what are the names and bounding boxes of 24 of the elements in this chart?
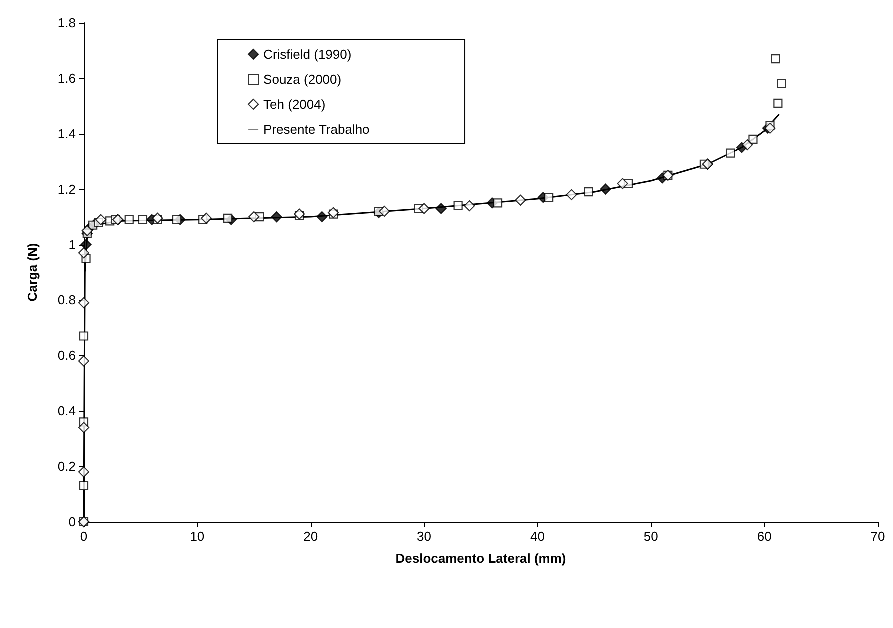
y-tick-label: 1.8 [58, 16, 76, 30]
legend-label: Presente Trabalho [264, 122, 370, 137]
x-tick-label: 60 [757, 529, 772, 544]
y-tick-label: 0 [68, 514, 76, 530]
y-tick-label: 0.8 [58, 292, 76, 308]
y-tick-label: 1.6 [58, 70, 76, 86]
legend-label: Souza (2000) [264, 72, 342, 87]
x-tick-label: 30 [417, 529, 432, 544]
legend-label: Crisfield (1990) [264, 47, 352, 62]
y-axis-title: Carga (N) [25, 243, 40, 302]
y-tick-label: 0.6 [58, 348, 76, 364]
y-tick-label: 1.2 [58, 182, 76, 197]
x-tick-label: 10 [190, 529, 205, 544]
x-tick-label: 50 [644, 529, 658, 544]
y-tick-label: 1 [68, 237, 76, 252]
y-tick-label: 1.4 [58, 126, 76, 142]
x-tick-label: 20 [304, 529, 318, 544]
x-tick-label: 0 [80, 529, 88, 544]
legend-label: Teh (2004) [264, 97, 326, 112]
x-tick-label: 70 [870, 529, 886, 544]
y-tick-label: 0.2 [58, 459, 76, 474]
x-tick-label: 40 [530, 529, 545, 544]
x-axis-title: Deslocamento Lateral (mm) [396, 551, 566, 566]
y-tick-label: 0.4 [58, 404, 76, 419]
